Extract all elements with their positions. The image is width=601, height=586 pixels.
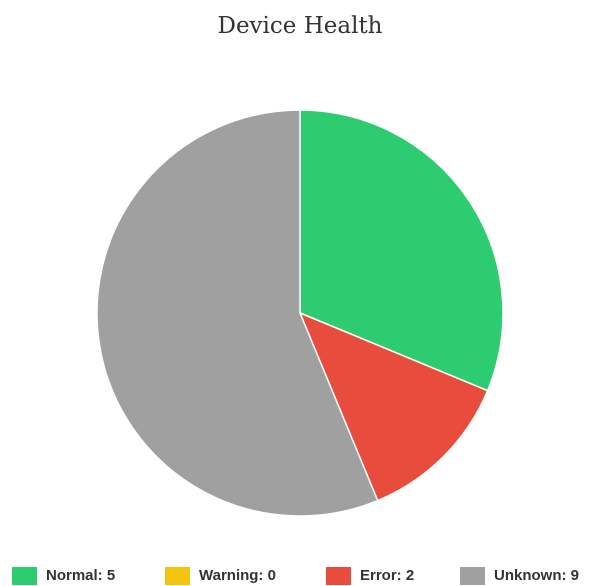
legend-label: Unknown: 9	[494, 567, 579, 584]
legend-label: Error: 2	[360, 567, 414, 584]
legend-swatch	[460, 567, 485, 585]
chart-title: Device Health	[218, 13, 383, 39]
pie-slice	[298, 311, 489, 502]
legend-label: Normal: 5	[46, 567, 115, 584]
pie-slice	[299, 109, 504, 392]
legend-swatch	[326, 567, 351, 585]
legend-swatch	[165, 567, 190, 585]
pie-slice	[96, 109, 379, 517]
legend-swatch	[12, 567, 37, 585]
legend-label: Warning: 0	[199, 567, 276, 584]
